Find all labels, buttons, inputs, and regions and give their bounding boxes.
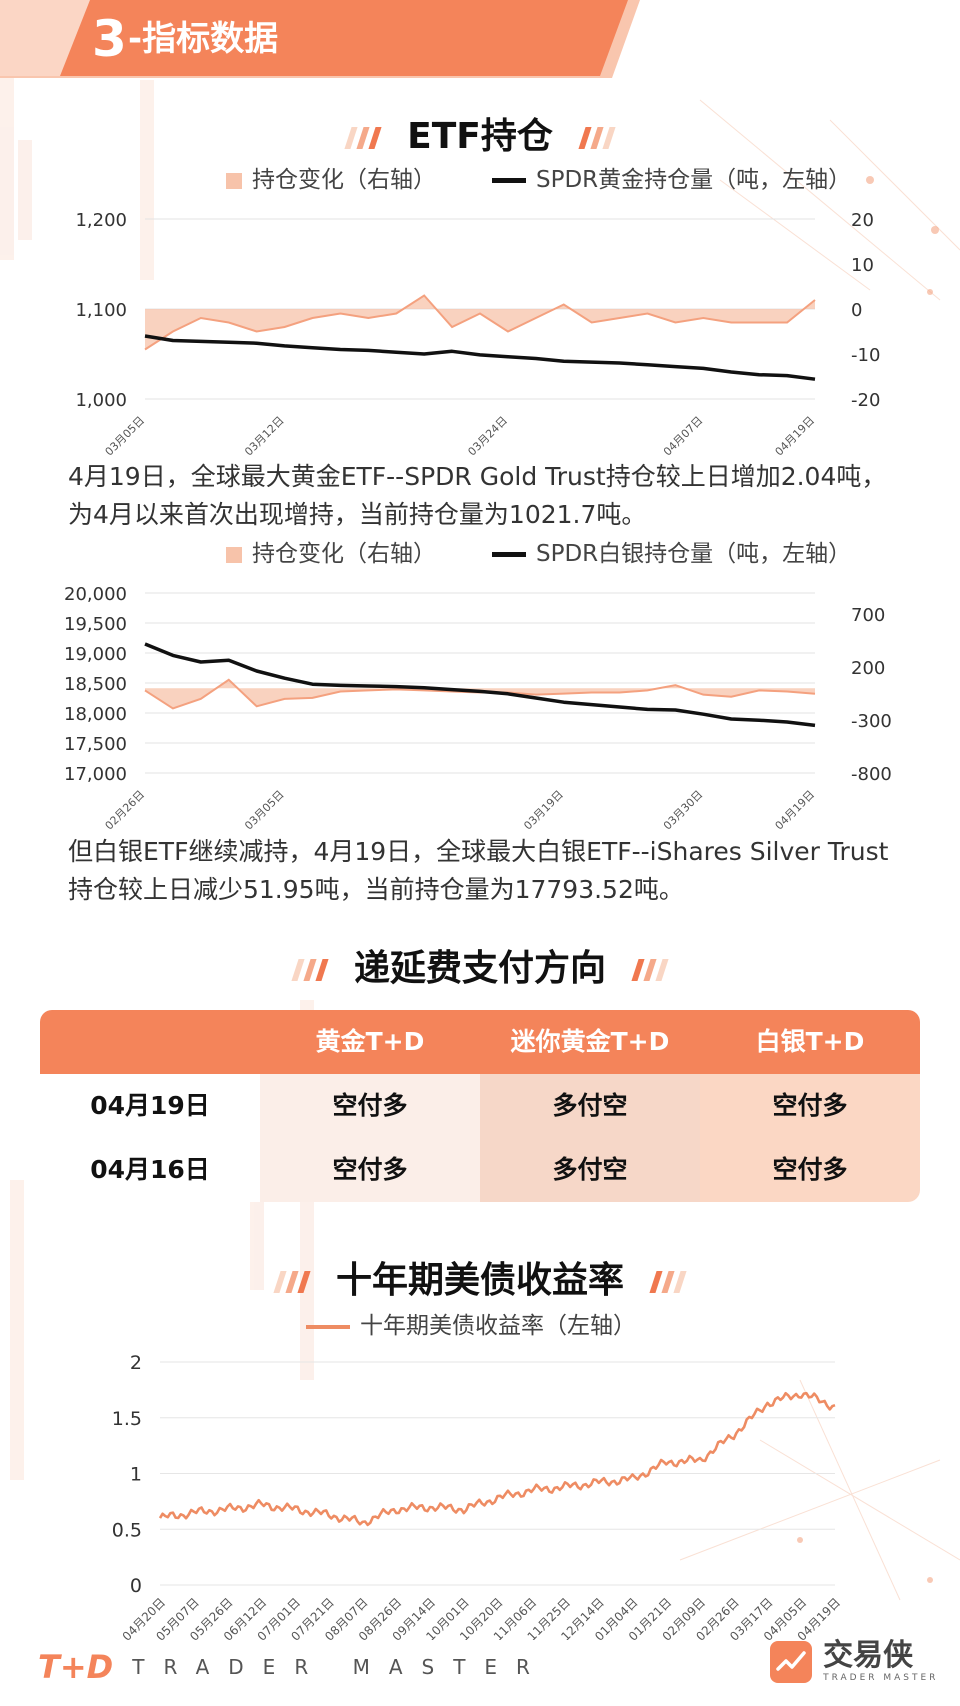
- y-tick: 1.5: [112, 1408, 142, 1430]
- change-area-edge: [144, 294, 816, 351]
- x-tick: 03月30日: [661, 788, 706, 833]
- treasury-chart-legend: 十年期美债收益率（左轴）: [306, 1311, 636, 1341]
- gold-legend-area: 持仓变化（右轴）: [252, 167, 436, 193]
- holdings-line: [144, 334, 816, 381]
- treasury-yield-chart: 21.510.5004月20日05月07日05月26日06月12日07月01日0…: [112, 1352, 843, 1640]
- silver-legend-area: 持仓变化（右轴）: [252, 541, 436, 567]
- app-name: 交易侠: [823, 1638, 914, 1673]
- title-decoration-right: [578, 113, 616, 163]
- table-header-row: [40, 1010, 920, 1074]
- y-right-tick: 200: [851, 658, 885, 679]
- title-decoration-right: [649, 1257, 687, 1307]
- legend-line-swatch: [306, 1324, 350, 1329]
- deferred-section-title: 递延费支付方向: [0, 944, 960, 995]
- y-tick: 2: [130, 1352, 142, 1374]
- section-title: -指标数据: [128, 19, 279, 59]
- treasury-title-text: 十年期美债收益率: [335, 1260, 624, 1301]
- table-row-date: 04月19日: [90, 1091, 210, 1120]
- x-tick: 03月05日: [242, 788, 287, 833]
- table-cell: 多付空: [552, 1155, 628, 1184]
- change-area: [145, 295, 815, 350]
- title-decoration-left: [273, 1257, 311, 1307]
- y-left-tick: 20,000: [64, 584, 127, 605]
- section-header: 3 -指标数据: [0, 0, 640, 78]
- deferred-fee-table: 黄金T+D 迷你黄金T+D 白银T+D 04月19日 空付多 多付空 空付多 0…: [40, 1010, 920, 1202]
- y-left-tick: 1,100: [75, 300, 127, 321]
- y-left-tick: 19,000: [64, 644, 127, 665]
- y-right-tick: -20: [851, 390, 880, 411]
- y-right-tick: 20: [851, 210, 874, 231]
- table-cell: 空付多: [772, 1155, 848, 1184]
- section-number: 3: [92, 10, 127, 68]
- x-tick: 03月12日: [242, 414, 287, 459]
- y-right-tick: 0: [851, 300, 862, 321]
- y-tick: 1: [130, 1464, 142, 1486]
- treasury-legend-text: 十年期美债收益率（左轴）: [360, 1313, 636, 1339]
- etf-title-text: ETF持仓: [407, 116, 553, 157]
- table-cell: 空付多: [772, 1091, 848, 1120]
- silver-legend-line: SPDR白银持仓量（吨，左轴）: [536, 541, 852, 567]
- table-row-date: 04月16日: [90, 1155, 210, 1184]
- x-tick: 04月19日: [773, 788, 818, 833]
- app-logo: 交易侠 TRADER MASTER: [770, 1640, 938, 1684]
- mini-gold-column-bg: [480, 1074, 700, 1202]
- silver-chart-legend: 持仓变化（右轴） SPDR白银持仓量（吨，左轴）: [226, 539, 851, 569]
- table-header-silver: 白银T+D: [755, 1027, 865, 1056]
- app-logo-icon: [770, 1641, 812, 1683]
- silver-etf-chart: 20,000 19,500 19,000 18,500 18,000 17,500 17,0…: [64, 584, 892, 833]
- y-right-tick: -10: [851, 345, 880, 366]
- x-tick: 03月05日: [103, 414, 148, 459]
- y-left-tick: 1,000: [75, 390, 127, 411]
- table-cell: 空付多: [332, 1155, 408, 1184]
- holdings-line: [144, 642, 816, 728]
- y-right-tick: 10: [851, 255, 874, 276]
- treasury-yield-line: [158, 1391, 836, 1527]
- x-tick: 03月24日: [465, 414, 510, 459]
- x-tick: 04月19日: [773, 414, 818, 459]
- y-tick: 0: [130, 1575, 142, 1597]
- gold-legend-line: SPDR黄金持仓量（吨，左轴）: [536, 167, 852, 193]
- legend-line-swatch: [492, 552, 526, 557]
- silver-column-bg: [700, 1074, 920, 1202]
- gold-chart-legend: 持仓变化（右轴） SPDR黄金持仓量（吨，左轴）: [226, 165, 851, 195]
- change-area: [145, 679, 815, 709]
- x-tick: 03月19日: [521, 788, 566, 833]
- y-tick: 0.5: [112, 1519, 142, 1541]
- y-right-tick: -300: [851, 711, 892, 732]
- app-sub: TRADER MASTER: [823, 1673, 939, 1683]
- gold-column-bg: [260, 1074, 480, 1202]
- y-left-tick: 1,200: [75, 210, 127, 231]
- y-left-tick: 17,500: [64, 734, 127, 755]
- title-decoration-right: [631, 945, 669, 995]
- footer-brand: T+D TRADER MASTER: [38, 1648, 549, 1686]
- legend-area-swatch: [226, 546, 242, 563]
- y-left-tick: 18,500: [64, 674, 127, 695]
- legend-line-swatch: [492, 178, 526, 183]
- y-left-tick: 17,000: [64, 764, 127, 785]
- table-cell: 多付空: [552, 1091, 628, 1120]
- x-tick: 02月26日: [103, 788, 148, 833]
- table-header-gold: 黄金T+D: [315, 1027, 425, 1056]
- gold-etf-chart: 1,200 1,100 1,000 20 10 0 -10 -20 03月05日 03月12日 03…: [75, 210, 880, 459]
- brand-text: TRADER MASTER: [132, 1655, 549, 1679]
- td-logo: T+D: [38, 1648, 114, 1686]
- etf-section-title: ETF持仓: [0, 112, 960, 163]
- title-decoration-left: [291, 945, 329, 995]
- gold-commentary: 4月19日，全球最大黄金ETF--SPDR Gold Trust持仓较上日增加2…: [68, 462, 887, 529]
- treasury-section-title: 十年期美债收益率: [0, 1256, 960, 1307]
- silver-commentary: 但白银ETF继续减持，4月19日，全球最大白银ETF--iShares Silv…: [68, 837, 889, 904]
- y-right-tick: -800: [851, 764, 892, 785]
- legend-area-swatch: [226, 172, 242, 189]
- title-decoration-left: [344, 113, 382, 163]
- x-tick: 04月07日: [661, 414, 706, 459]
- date-column-bg: [40, 1074, 260, 1202]
- table-header-mini-gold: 迷你黄金T+D: [510, 1027, 670, 1056]
- deferred-title-text: 递延费支付方向: [353, 948, 606, 989]
- y-left-tick: 18,000: [64, 704, 127, 725]
- y-left-tick: 19,500: [64, 614, 127, 635]
- table-cell: 空付多: [332, 1091, 408, 1120]
- y-right-tick: 700: [851, 605, 885, 626]
